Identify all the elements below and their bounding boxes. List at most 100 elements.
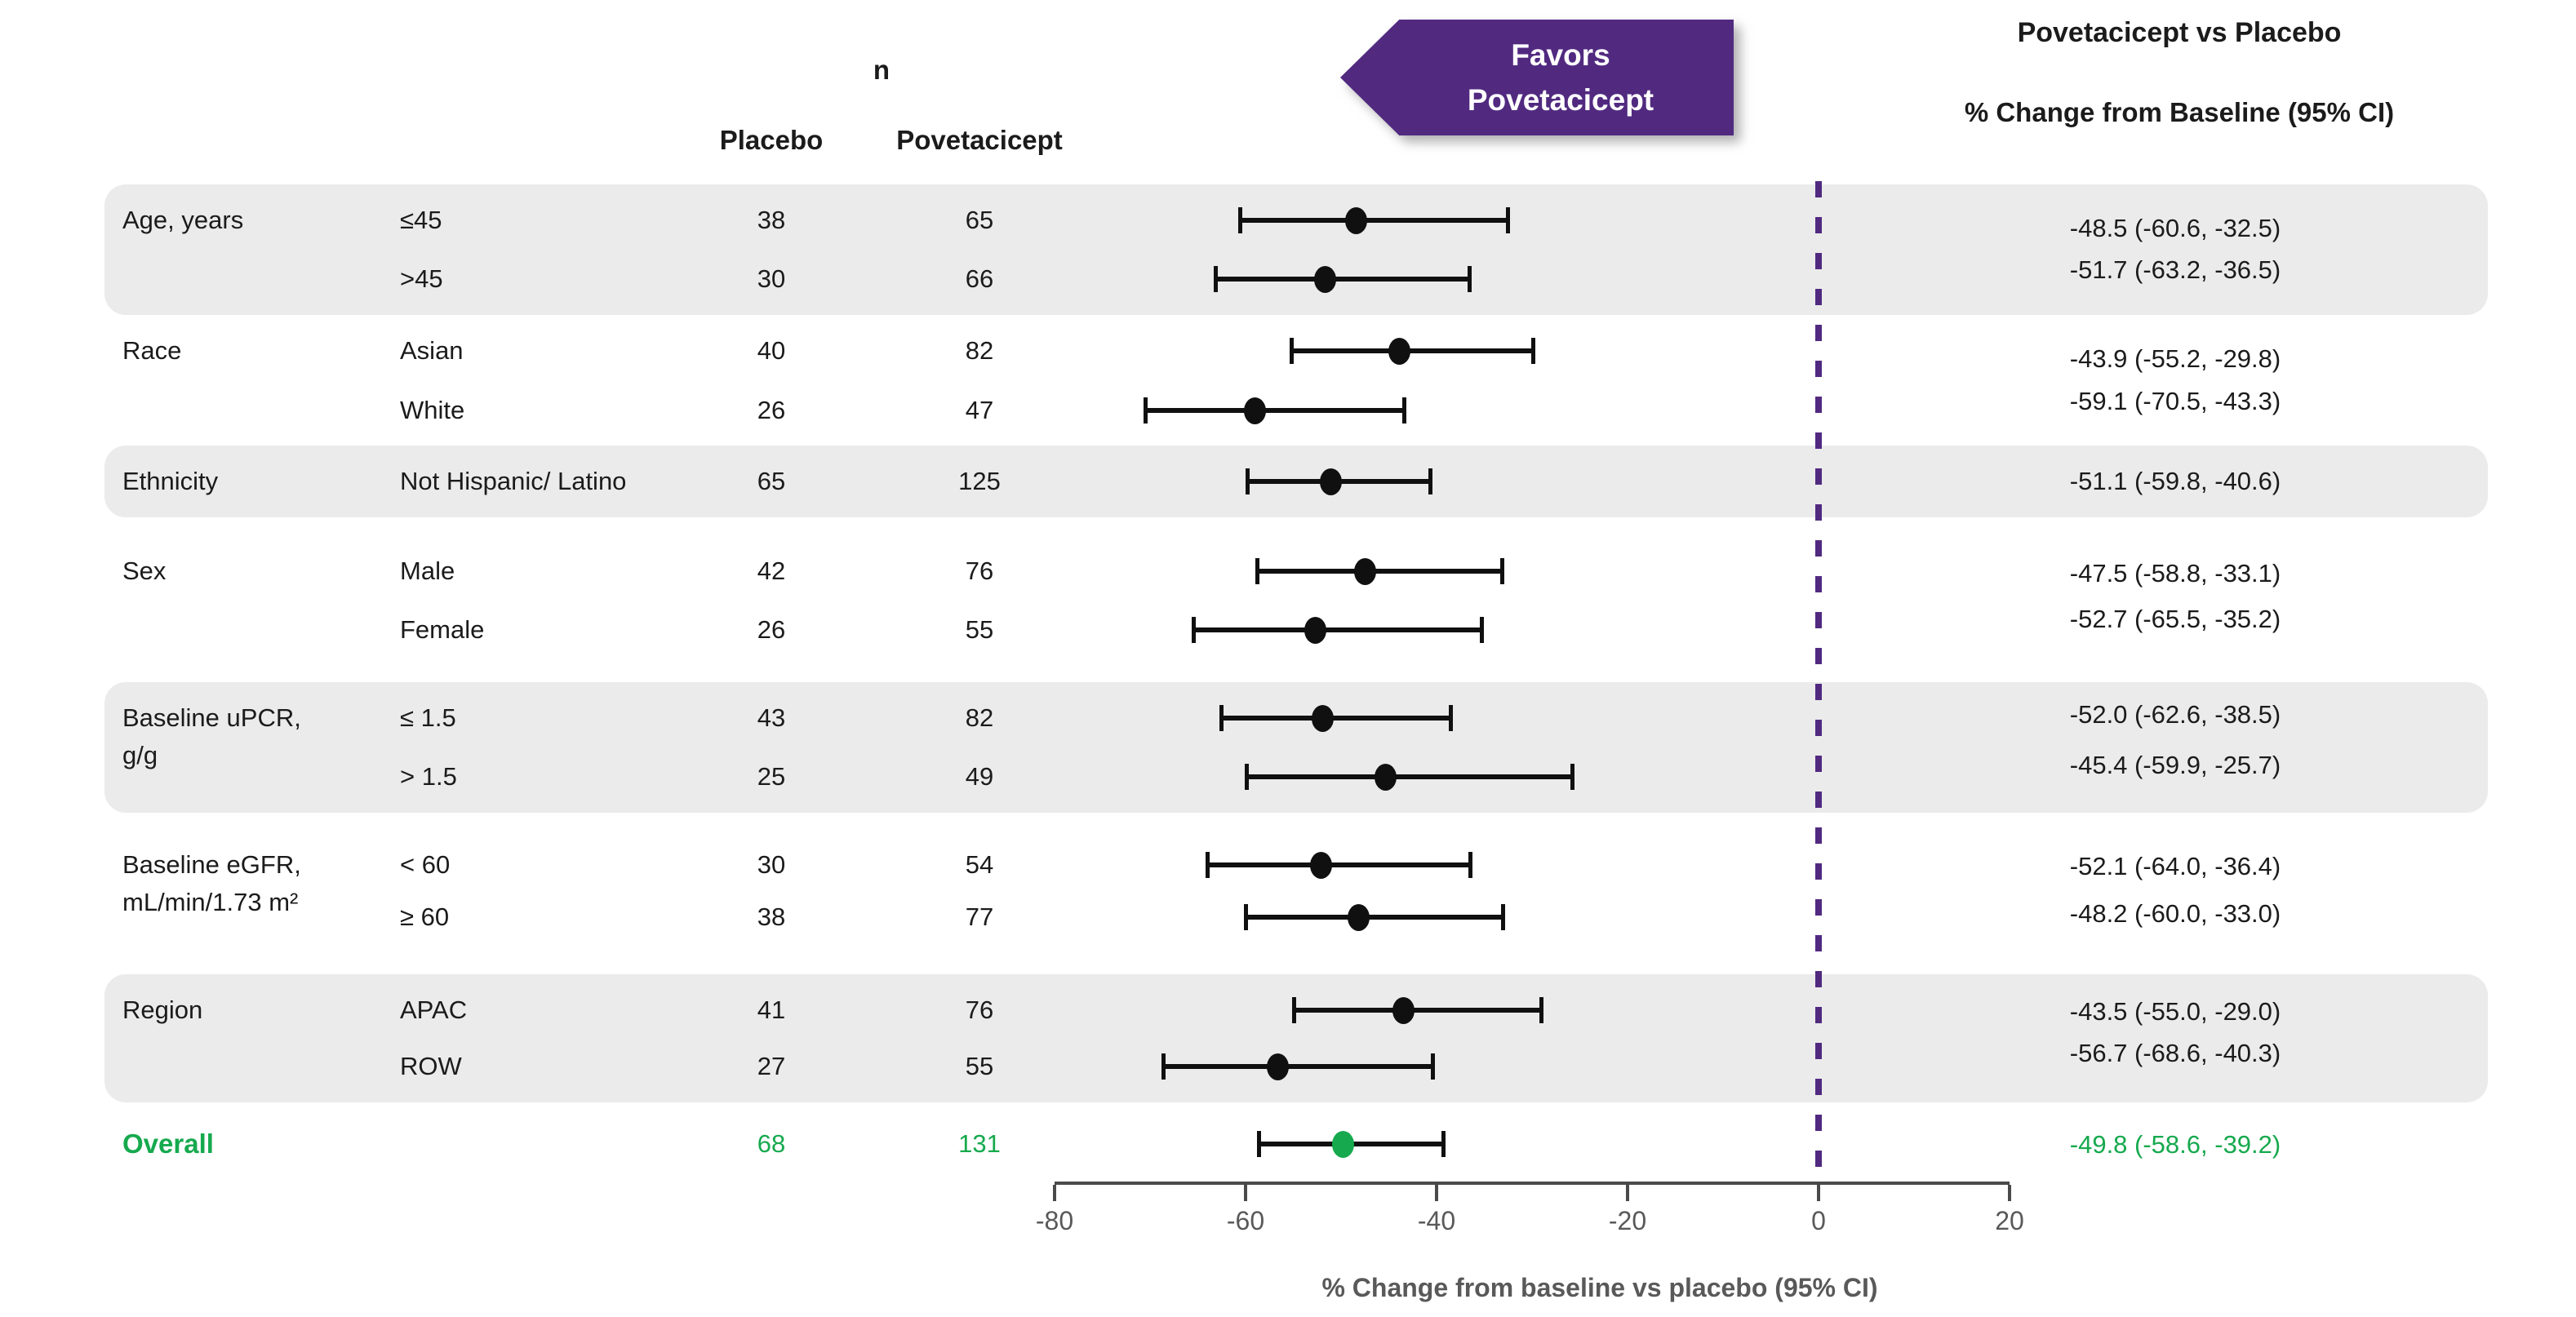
- placebo-n-value: 38: [757, 902, 786, 931]
- overall-label: Overall: [122, 1129, 214, 1159]
- ci-cap-right: [1441, 1131, 1446, 1157]
- overall-ci-text: -49.8 (-58.6, -39.2): [2069, 1130, 2281, 1159]
- ci-cap-right: [1501, 904, 1505, 930]
- ci-value-text: -43.5 (-55.0, -29.0): [2069, 997, 2281, 1026]
- ci-cap-right: [1431, 1053, 1435, 1080]
- ci-whisker: [1221, 716, 1451, 721]
- ci-cap-left: [1214, 266, 1218, 292]
- subgroup-band: [104, 974, 2488, 1102]
- group-label: Baseline eGFR,: [122, 850, 301, 879]
- axis-tick-label: 20: [1995, 1206, 2024, 1235]
- ci-value-text: -48.2 (-60.0, -33.0): [2069, 899, 2281, 928]
- ci-value-text: -47.5 (-58.8, -33.1): [2069, 559, 2281, 588]
- row-level-label: Male: [400, 557, 455, 585]
- ci-cap-right: [1539, 997, 1543, 1023]
- ci-whisker: [1240, 218, 1508, 223]
- ci-cap-right: [1480, 617, 1484, 643]
- ci-value-text: -45.4 (-59.9, -25.7): [2069, 751, 2281, 779]
- ci-whisker: [1291, 348, 1534, 353]
- placebo-n-value: 26: [757, 396, 786, 424]
- group-label: Ethnicity: [122, 467, 219, 495]
- axis-tick: [1435, 1185, 1438, 1201]
- row-level-label: >45: [400, 264, 443, 293]
- ci-cap-right: [1428, 468, 1432, 494]
- ci-cap-left: [1257, 1131, 1261, 1157]
- ci-cap-left: [1161, 1053, 1166, 1080]
- group-label: Age, years: [122, 206, 244, 234]
- povetacicept-n-value: 65: [965, 206, 994, 234]
- ci-whisker: [1294, 1008, 1542, 1013]
- povetacicept-n-value: 77: [965, 902, 994, 931]
- favors-arrow-line1: Favors: [1511, 38, 1610, 72]
- povetacicept-column-header: Povetacicept: [896, 125, 1063, 155]
- ci-cap-left: [1255, 558, 1259, 584]
- ci-whisker: [1145, 408, 1405, 413]
- povetacicept-n-value: 54: [965, 850, 994, 879]
- ci-value-text: -56.7 (-68.6, -40.3): [2069, 1039, 2281, 1067]
- povetacicept-n-value: 66: [965, 264, 994, 293]
- povetacicept-n-value: 82: [965, 703, 994, 732]
- row-level-label: > 1.5: [400, 762, 457, 791]
- placebo-n-value: 43: [757, 703, 786, 732]
- ci-cap-left: [1245, 764, 1249, 790]
- placebo-n-value: 38: [757, 206, 786, 234]
- ci-cap-right: [1468, 852, 1472, 878]
- axis-tick-label: -60: [1226, 1206, 1265, 1235]
- ci-cap-right: [1402, 397, 1406, 423]
- overall-povetacicept-n: 131: [958, 1129, 1001, 1158]
- ci-cap-right: [1570, 764, 1574, 790]
- group-label: Sex: [122, 557, 167, 585]
- povetacicept-n-value: 82: [965, 336, 994, 365]
- point-estimate-dot: [1354, 558, 1376, 585]
- point-estimate-dot: [1304, 617, 1326, 644]
- zero-reference-line: [1815, 181, 1822, 1183]
- ci-cap-left: [1192, 617, 1196, 643]
- povetacicept-n-value: 47: [965, 396, 994, 424]
- group-label-line2: g/g: [122, 741, 158, 769]
- x-axis-line: [1055, 1182, 2010, 1185]
- favors-arrow-line2: Povetacicept: [1467, 83, 1654, 117]
- ci-value-text: -43.9 (-55.2, -29.8): [2069, 344, 2281, 373]
- group-label: Region: [122, 996, 203, 1024]
- row-level-label: ≥ 60: [400, 902, 450, 931]
- favors-povetacicept-arrow: Favors Povetacicept: [1340, 20, 1734, 135]
- ci-whisker: [1193, 627, 1482, 632]
- ci-whisker: [1215, 277, 1470, 282]
- ci-cap-left: [1219, 705, 1224, 731]
- axis-tick: [2008, 1185, 2011, 1201]
- point-estimate-dot: [1320, 468, 1342, 495]
- group-label: Race: [122, 336, 182, 365]
- n-column-header: n: [873, 55, 890, 85]
- placebo-n-value: 30: [757, 850, 786, 879]
- placebo-column-header: Placebo: [719, 125, 824, 155]
- axis-tick: [1817, 1185, 1820, 1201]
- overall-placebo-n: 68: [757, 1129, 786, 1158]
- x-axis-title: % Change from baseline vs placebo (95% C…: [1321, 1273, 1878, 1302]
- point-estimate-dot: [1345, 207, 1367, 234]
- ci-cap-left: [1144, 397, 1148, 423]
- placebo-n-value: 41: [757, 996, 786, 1024]
- ci-value-text: -52.1 (-64.0, -36.4): [2069, 852, 2281, 880]
- placebo-n-value: 26: [757, 615, 786, 644]
- ci-whisker: [1246, 774, 1573, 779]
- point-estimate-dot: [1312, 705, 1334, 732]
- axis-tick-label: -20: [1608, 1206, 1647, 1235]
- povetacicept-n-value: 55: [965, 615, 994, 644]
- point-estimate-dot: [1314, 266, 1336, 293]
- ci-cap-left: [1290, 338, 1294, 364]
- axis-tick: [1626, 1185, 1629, 1201]
- povetacicept-n-value: 55: [965, 1052, 994, 1080]
- point-estimate-dot: [1244, 397, 1266, 424]
- ci-cap-right: [1449, 705, 1453, 731]
- row-level-label: ROW: [400, 1052, 462, 1080]
- ci-value-text: -51.1 (-59.8, -40.6): [2069, 467, 2281, 495]
- ci-cap-left: [1206, 852, 1210, 878]
- ci-cap-right: [1531, 338, 1535, 364]
- ci-whisker: [1257, 569, 1503, 574]
- row-level-label: ≤ 1.5: [400, 703, 456, 732]
- row-level-label: ≤45: [400, 206, 442, 234]
- ci-value-text: -52.7 (-65.5, -35.2): [2069, 605, 2281, 633]
- point-estimate-dot: [1392, 997, 1415, 1024]
- ci-value-text: -59.1 (-70.5, -43.3): [2069, 387, 2281, 415]
